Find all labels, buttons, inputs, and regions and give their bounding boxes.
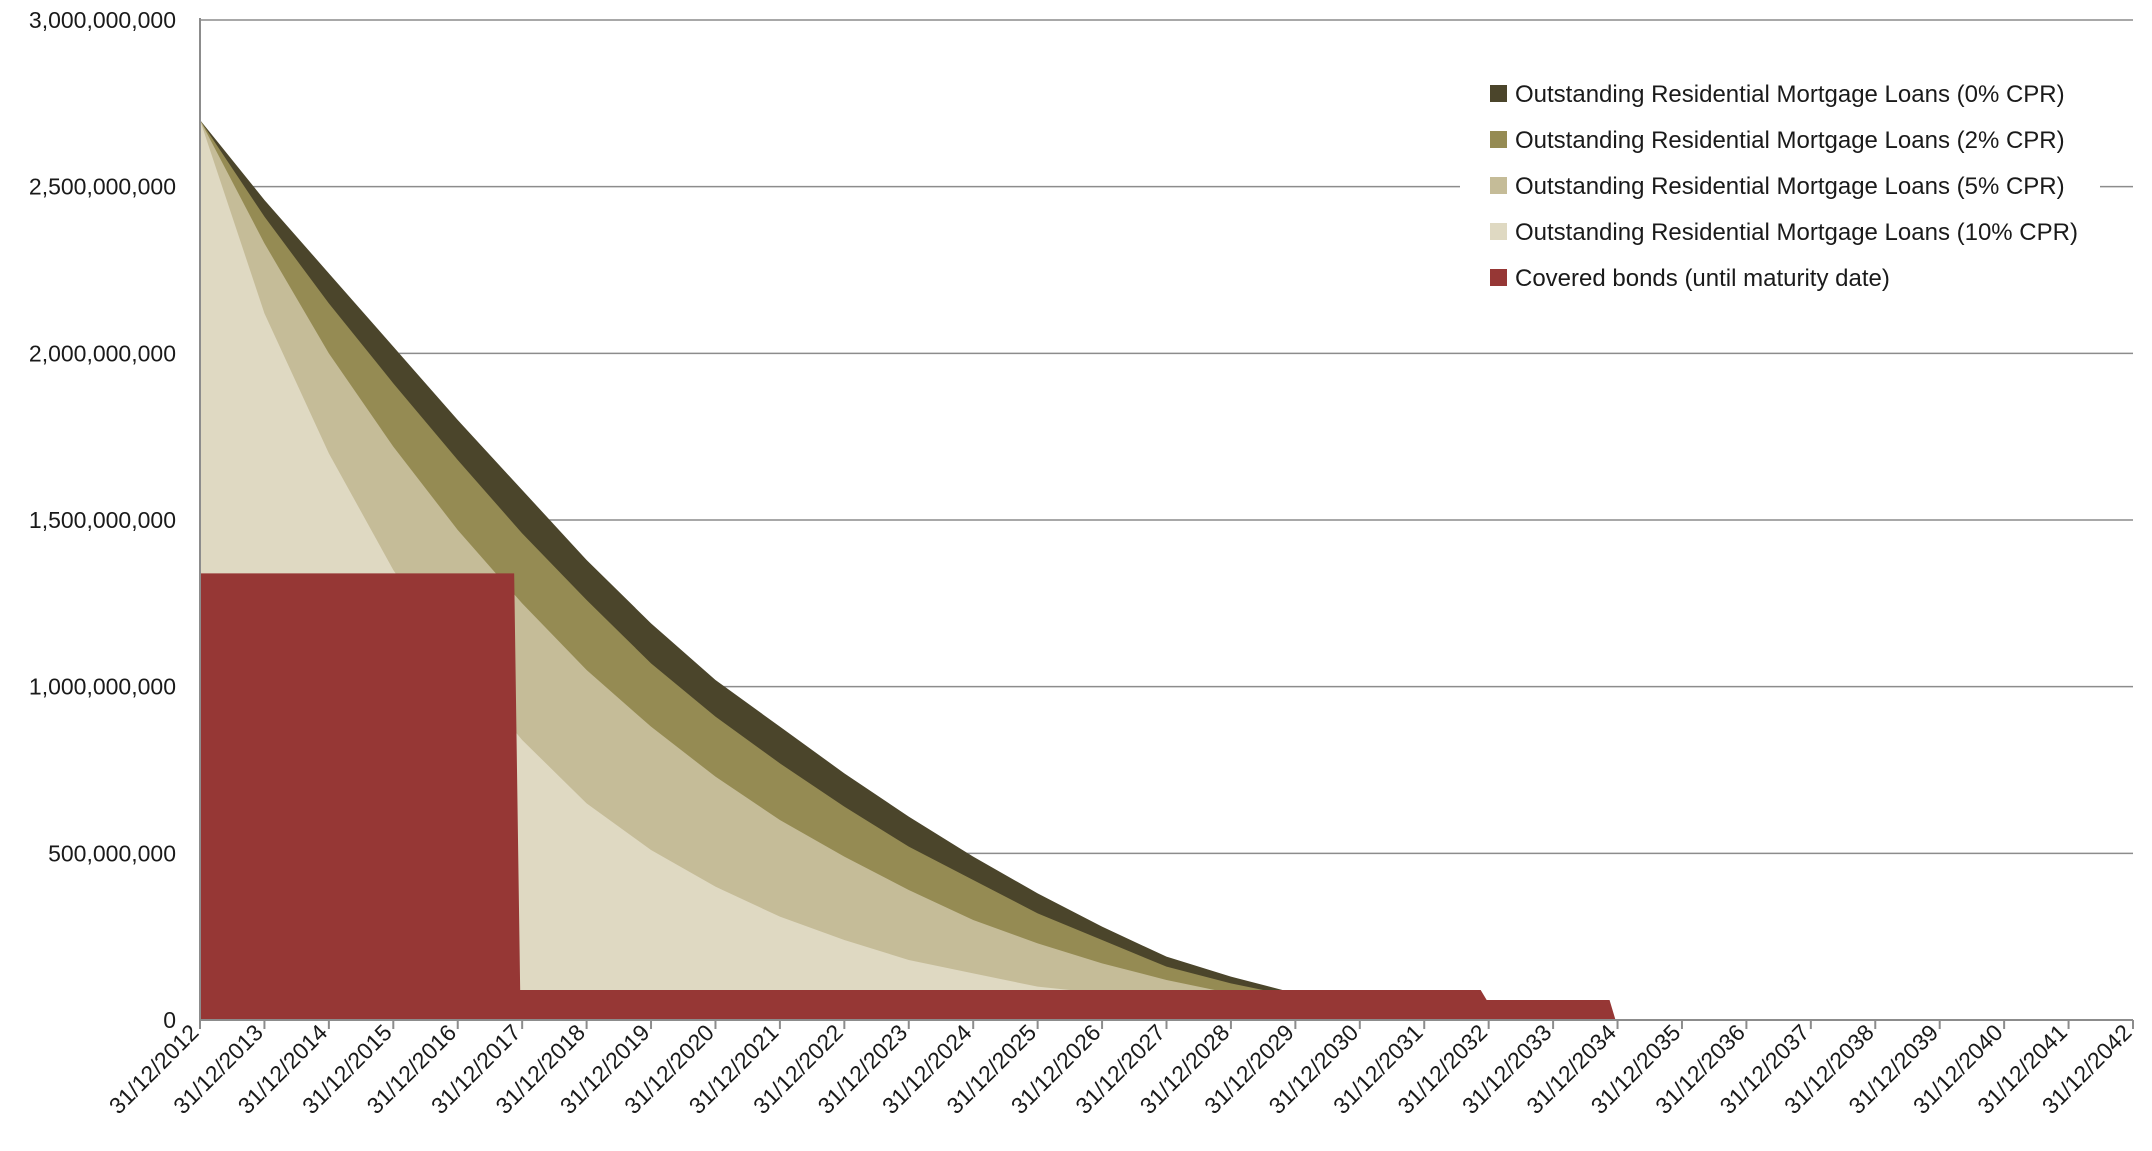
legend-swatch (1490, 177, 1507, 194)
legend-label: Outstanding Residential Mortgage Loans (… (1515, 81, 2065, 108)
series-area-4 (200, 573, 2069, 1020)
legend-box (1460, 70, 2100, 314)
y-tick-label: 1,500,000,000 (29, 507, 176, 533)
y-tick-label: 1,000,000,000 (29, 674, 176, 700)
legend-swatch (1490, 131, 1507, 148)
legend-swatch (1490, 85, 1507, 102)
y-tick-label: 0 (163, 1007, 176, 1033)
legend-swatch (1490, 269, 1507, 286)
y-tick-label: 3,000,000,000 (29, 7, 176, 33)
y-tick-label: 2,000,000,000 (29, 340, 176, 366)
legend-label: Outstanding Residential Mortgage Loans (… (1515, 173, 2065, 200)
legend-label: Covered bonds (until maturity date) (1515, 265, 1890, 292)
legend-label: Outstanding Residential Mortgage Loans (… (1515, 127, 2065, 154)
legend-label: Outstanding Residential Mortgage Loans (… (1515, 219, 2078, 246)
y-tick-label: 2,500,000,000 (29, 174, 176, 200)
legend-layer: Outstanding Residential Mortgage Loans (… (1460, 70, 2100, 314)
y-tick-label: 500,000,000 (48, 840, 176, 866)
series-area-2 (200, 120, 2069, 1020)
legend-swatch (1490, 223, 1507, 240)
series-layer (200, 120, 2069, 1020)
